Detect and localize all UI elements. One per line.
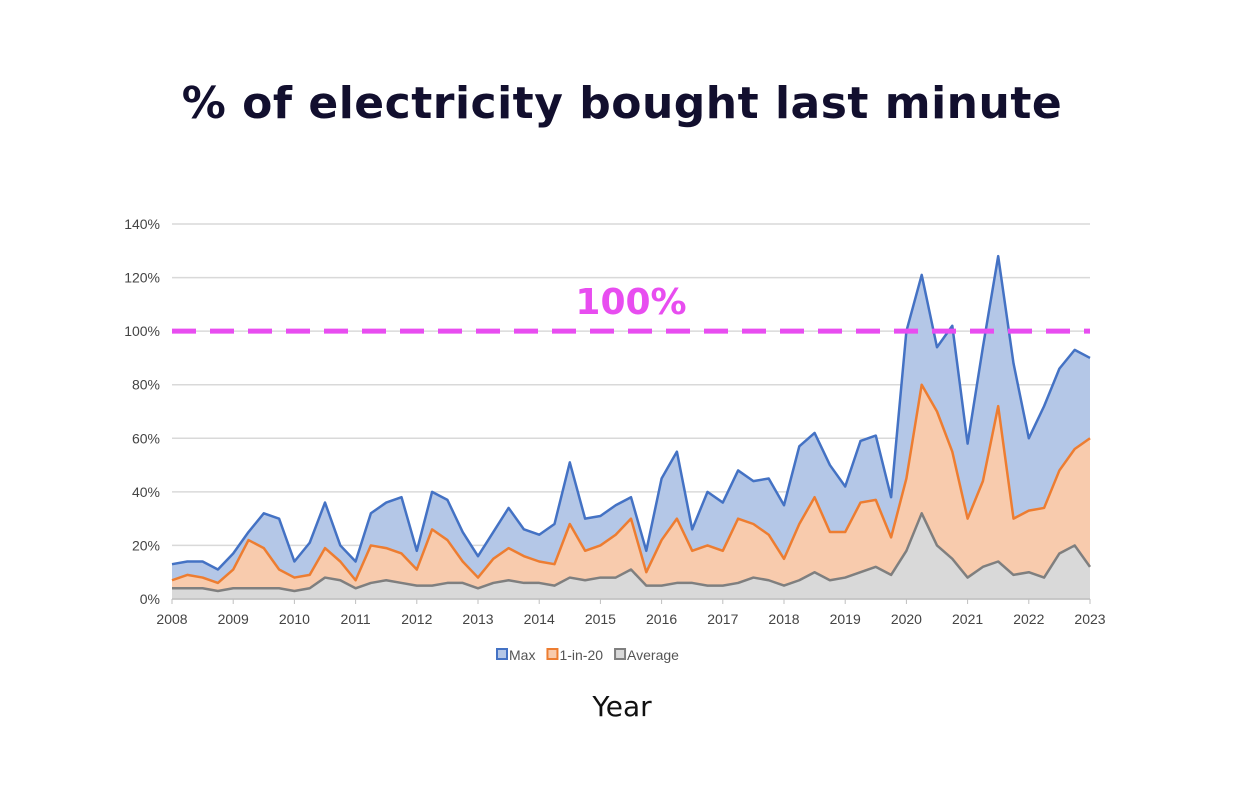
x-tick-label: 2017 xyxy=(707,611,738,627)
y-tick-label: 0% xyxy=(140,591,160,607)
y-tick-label: 140% xyxy=(124,216,160,232)
x-tick-label: 2009 xyxy=(218,611,249,627)
y-tick-label: 40% xyxy=(132,484,160,500)
x-tick-label: 2013 xyxy=(462,611,493,627)
x-tick-label: 2011 xyxy=(341,611,371,627)
chart-title: % of electricity bought last minute xyxy=(181,78,1063,129)
x-tick-label: 2012 xyxy=(401,611,432,627)
series-area-average xyxy=(172,513,1090,599)
legend-swatch-average xyxy=(614,648,627,660)
series-line-max xyxy=(171,254,1091,571)
y-tick-label: 60% xyxy=(132,430,160,446)
x-tick-label: 2010 xyxy=(279,611,310,627)
x-tick-label: 2018 xyxy=(768,611,799,627)
x-tick-label: 2023 xyxy=(1074,611,1105,627)
y-tick-label: 80% xyxy=(132,377,160,393)
x-axis-label: Year xyxy=(592,690,652,723)
legend-swatch-max xyxy=(496,648,508,660)
x-tick-label: 2019 xyxy=(830,611,861,627)
x-tick-label: 2022 xyxy=(1013,611,1044,627)
legend-label: 1-in-20 xyxy=(559,647,603,663)
legend-swatch-1-in-20 xyxy=(546,648,559,660)
y-tick-label: 100% xyxy=(124,323,160,339)
x-tick-label: 2008 xyxy=(156,611,187,627)
x-tick-label: 2014 xyxy=(524,611,555,627)
legend-label: Average xyxy=(627,647,679,663)
series-area-1-in-20 xyxy=(172,384,1090,599)
x-tick-label: 2015 xyxy=(585,611,616,627)
x-tick-label: 2016 xyxy=(646,611,677,627)
series-line-average xyxy=(172,512,1092,593)
y-tick-label: 120% xyxy=(124,270,160,286)
x-tick-label: 2020 xyxy=(891,611,922,627)
x-tick-label: 2021 xyxy=(952,611,983,627)
reference-line-label: 100% xyxy=(575,282,686,323)
y-tick-label: 20% xyxy=(132,537,160,553)
legend-label: Max xyxy=(509,647,535,663)
series-line-1-in-20 xyxy=(171,383,1091,585)
